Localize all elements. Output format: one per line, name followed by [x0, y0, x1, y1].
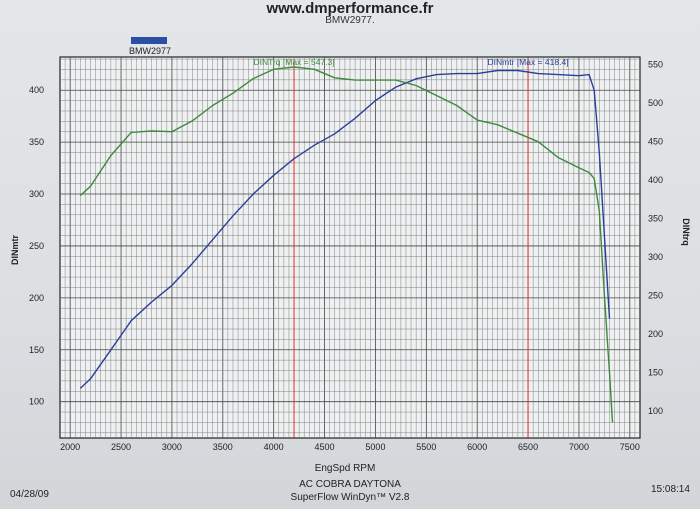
y-left-tick-label: 350: [29, 137, 44, 147]
x-tick-label: 2500: [111, 442, 131, 452]
y-right-tick-label: 450: [648, 137, 663, 147]
x-tick-label: 3500: [213, 442, 233, 452]
y-right-tick-label: 300: [648, 252, 663, 262]
run-subtitle: BMW2977.: [325, 15, 375, 26]
y-right-tick-label: 100: [648, 406, 663, 416]
y-left-tick-label: 400: [29, 85, 44, 95]
x-tick-label: 2000: [60, 442, 80, 452]
y-right-tick-label: 550: [648, 60, 663, 70]
x-tick-label: 4500: [315, 442, 335, 452]
y-right-tick-label: 250: [648, 291, 663, 301]
software-version: SuperFlow WinDyn™ V2.8: [290, 492, 410, 503]
y-axis-left-title: DINmtr: [10, 235, 20, 265]
axis-ticks: 2000 2500 3000 3500 4000 4500 5000 5500 6000 6500…: [29, 60, 663, 452]
y-right-tick-label: 150: [648, 368, 663, 378]
site-title: www.dmperformance.fr: [266, 0, 434, 17]
series-line-dintrq: [79, 66, 614, 423]
y-axis-right-title: DINtrq: [681, 218, 691, 246]
y-right-tick-label: 400: [648, 175, 663, 185]
legend-label: BMW2977: [129, 46, 172, 56]
y-left-tick-label: 300: [29, 189, 44, 199]
run-time: 15:08:14: [651, 484, 690, 495]
x-tick-label: 7000: [569, 442, 589, 452]
x-tick-label: 3000: [162, 442, 182, 452]
vehicle-model: AC COBRA DAYTONA: [299, 479, 401, 490]
x-tick-label: 5000: [365, 442, 385, 452]
legend-swatch: [131, 37, 167, 44]
y-left-tick-label: 150: [29, 345, 44, 355]
x-tick-label: 7500: [620, 442, 640, 452]
max-marker-label: DINTrq [Max = 547.3]: [253, 57, 334, 67]
chart-grid: [59, 56, 641, 439]
y-right-tick-label: 350: [648, 214, 663, 224]
chart-series: [79, 66, 614, 423]
x-tick-label: 6000: [467, 442, 487, 452]
series-line-dinmtr: [79, 69, 611, 389]
y-right-tick-label: 500: [648, 98, 663, 108]
x-tick-label: 4000: [264, 442, 284, 452]
max-marker-label: DINmtr [Max = 418.4]: [488, 57, 569, 67]
y-right-tick-label: 200: [648, 329, 663, 339]
y-left-tick-label: 250: [29, 241, 44, 251]
x-axis-title: EngSpd RPM: [315, 463, 376, 474]
x-tick-label: 6500: [518, 442, 538, 452]
max-markers: DINTrq [Max = 547.3] DINmtr [Max = 418.4]: [253, 57, 569, 438]
y-left-tick-label: 200: [29, 293, 44, 303]
y-left-tick-label: 100: [29, 397, 44, 407]
run-date: 04/28/09: [10, 489, 49, 500]
x-tick-label: 5500: [416, 442, 436, 452]
